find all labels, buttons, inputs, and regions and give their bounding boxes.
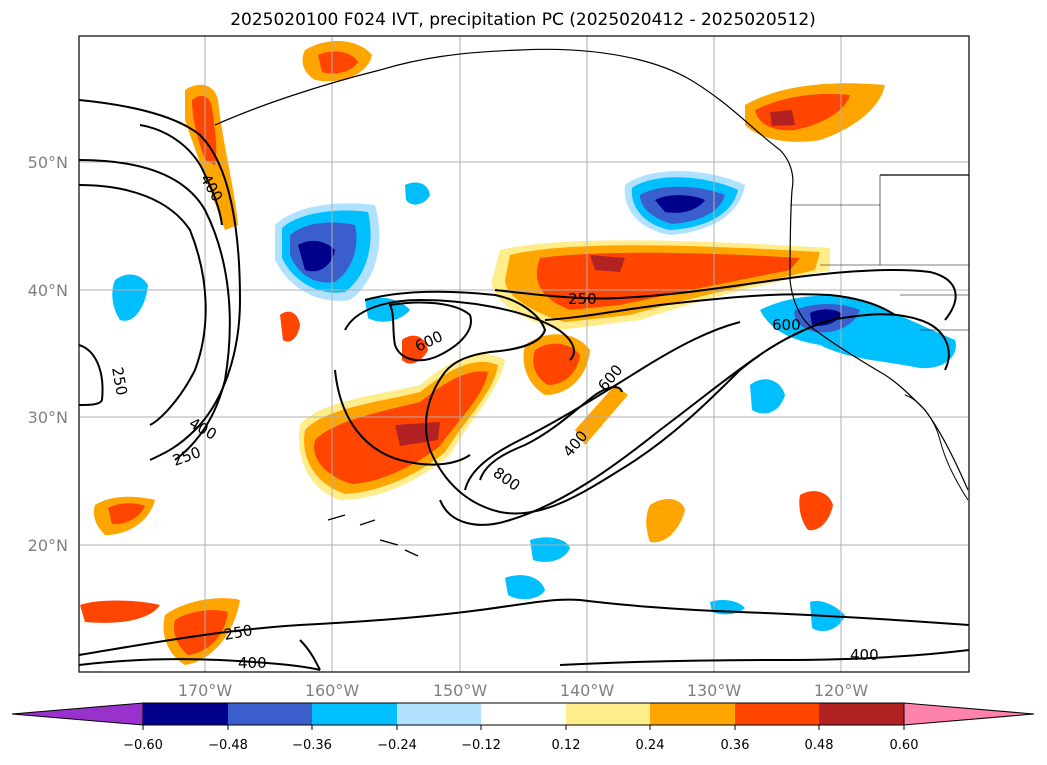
lat-label-40n: 40°N	[28, 281, 68, 300]
anomaly-positive-north-core	[318, 51, 358, 74]
latitude-labels: 50°N 40°N 30°N 20°N	[28, 153, 68, 555]
lat-label-20n: 20°N	[28, 536, 68, 555]
colorbar-swatch	[481, 703, 566, 725]
anomaly-negative-spot-3	[750, 379, 785, 414]
colorbar-swatch	[735, 703, 819, 725]
longitude-labels: 170°W 160°W 150°W 140°W 130°W 120°W	[178, 681, 869, 700]
lon-label-120w: 120°W	[814, 681, 869, 700]
anomaly-positive-sw-core	[108, 503, 145, 525]
precip-anomaly-fills	[80, 40, 956, 665]
contour-label: 250	[108, 366, 131, 397]
contour-label: 400	[850, 646, 879, 664]
anomaly-negative-coast-core	[810, 309, 842, 326]
colorbar-tick-label: −0.24	[377, 738, 417, 753]
colorbar-tick-label: −0.48	[208, 738, 248, 753]
lon-label-150w: 150°W	[433, 681, 488, 700]
colorbar-tick-label: 0.36	[721, 738, 750, 753]
colorbar-swatch	[650, 703, 735, 725]
anomaly-positive-spot-2	[646, 498, 685, 543]
colorbar-tick-label: −0.12	[461, 738, 501, 753]
anomaly-positive-ne-max	[770, 110, 795, 126]
colorbar-swatch	[397, 703, 481, 725]
anomaly-positive-ar-strip	[575, 385, 628, 445]
anomaly-negative-spot-1	[530, 537, 570, 562]
lat-label-30n: 30°N	[28, 408, 68, 427]
anomaly-negative-north-core	[655, 195, 705, 213]
colorbar-ticks	[142, 725, 905, 730]
anomaly-negative-spot-2	[505, 575, 545, 600]
colorbar-swatch	[228, 703, 312, 725]
contour-label: 600	[772, 316, 801, 334]
anomaly-negative-west	[112, 274, 148, 321]
colorbar-tick-label: −0.36	[292, 738, 332, 753]
contour-label: 400	[238, 654, 267, 672]
colorbar-tick-label: 0.60	[890, 738, 919, 753]
anomaly-positive-spot-4	[402, 335, 428, 364]
colorbar-tick-label: −0.60	[123, 738, 163, 753]
map-frame	[78, 35, 970, 673]
colorbar-frame	[142, 702, 905, 726]
colorbar-extend-high	[903, 702, 1035, 726]
contour-label: 250	[568, 290, 597, 308]
ivt-contours	[79, 99, 969, 671]
anomaly-positive-spot-3	[280, 311, 300, 342]
anomaly-positive-band-max	[590, 255, 625, 272]
colorbar-tick-label: 0.48	[805, 738, 834, 753]
map-panel: 400 250 400 250 250 600 600 600 400 800 …	[78, 35, 970, 673]
colorbar-tick-labels: −0.60 −0.48 −0.36 −0.24 −0.12 0.12 0.24 …	[123, 738, 918, 753]
anomaly-negative-spot-6	[405, 182, 430, 205]
coastlines	[214, 48, 969, 557]
figure-title: 2025020100 F024 IVT, precipitation PC (2…	[230, 10, 816, 30]
anomaly-positive-spot-1	[799, 491, 833, 531]
colorbar-tick-label: 0.12	[552, 738, 581, 753]
anomaly-negative-central-core	[298, 240, 335, 272]
lon-label-130w: 130°W	[687, 681, 742, 700]
lon-label-140w: 140°W	[560, 681, 615, 700]
colorbar-swatch	[819, 703, 904, 725]
colorbar-tick-label: 0.24	[636, 738, 665, 753]
lon-label-160w: 160°W	[305, 681, 360, 700]
colorbar-swatch	[312, 703, 397, 725]
anomaly-positive-mid-core	[533, 343, 580, 385]
lon-label-170w: 170°W	[178, 681, 233, 700]
anomaly-positive-central-max	[395, 422, 440, 446]
contour-label: 250	[223, 621, 254, 644]
anomaly-positive-south-core	[174, 610, 228, 655]
anomaly-positive-far-sw	[80, 600, 160, 623]
colorbar-swatch	[143, 703, 228, 725]
colorbar-swatch	[566, 703, 650, 725]
colorbar: −0.60 −0.48 −0.36 −0.24 −0.12 0.12 0.24 …	[11, 702, 1035, 753]
colorbar-extend-low	[11, 702, 144, 726]
lat-label-50n: 50°N	[28, 153, 68, 172]
